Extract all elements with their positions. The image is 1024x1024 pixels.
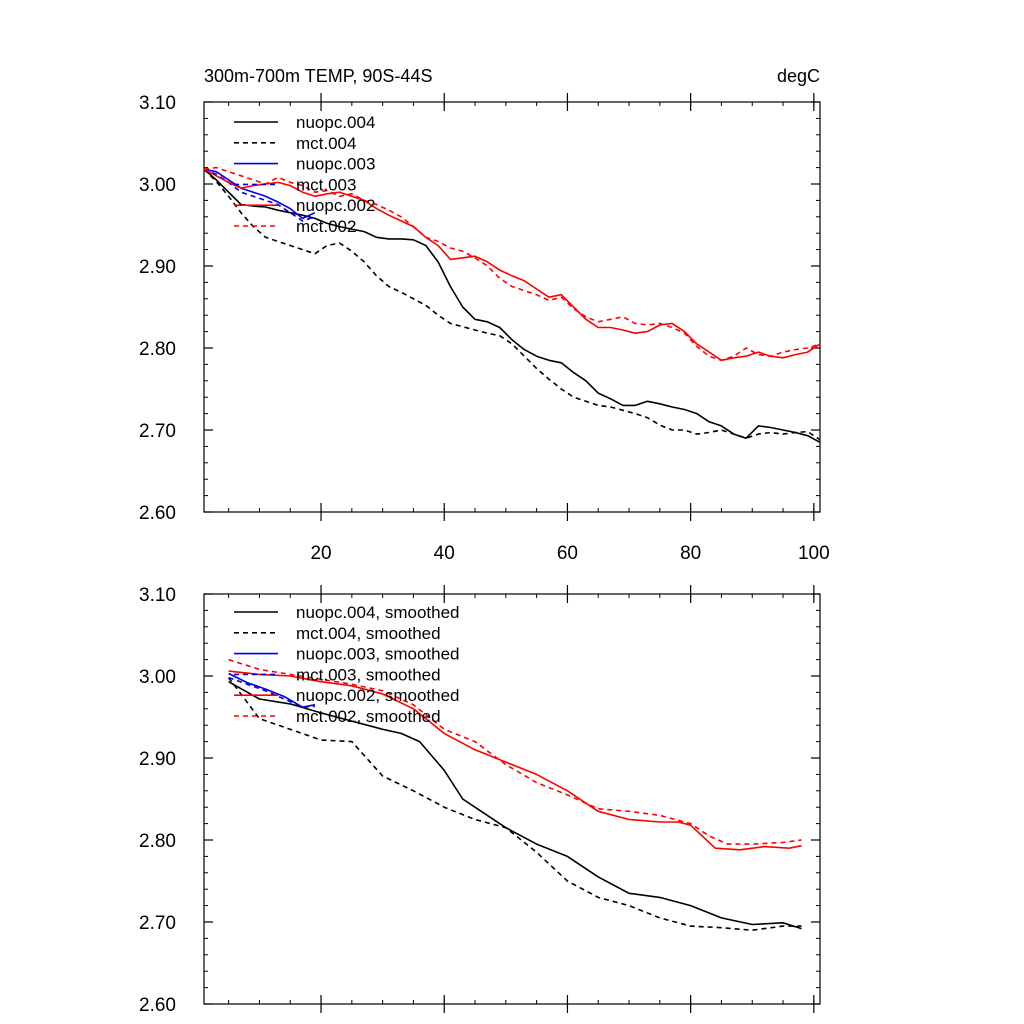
y-tick-label: 2.60 — [139, 995, 176, 1016]
legend-label: mct.004 — [296, 134, 356, 153]
legend-label: nuopc.004 — [296, 113, 375, 132]
legend-label: mct.003, smoothed — [296, 665, 441, 684]
legend-label: nuopc.002, smoothed — [296, 686, 460, 705]
y-tick-label: 3.00 — [139, 667, 176, 688]
series-line — [203, 168, 316, 220]
x-tick-label: 20 — [310, 543, 331, 564]
x-tick-label: 40 — [434, 543, 455, 564]
y-tick-label: 2.80 — [139, 339, 176, 360]
legend-label: nuopc.004, smoothed — [296, 603, 460, 622]
legend-label: nuopc.002 — [296, 196, 375, 215]
chart-units: degC — [777, 66, 820, 86]
bottom-panel: 2.60 2.70 2.80 2.90 3.00 3.10 nuopc.004, smoot… — [139, 585, 821, 1016]
y-tick-label: 2.70 — [139, 421, 176, 442]
legend-label: mct.003 — [296, 175, 356, 194]
y-tick-label: 2.90 — [139, 257, 176, 278]
legend-label: nuopc.003 — [296, 155, 375, 174]
legend-label: mct.002 — [296, 217, 356, 236]
x-tick-label: 100 — [798, 543, 830, 564]
chart-title: 300m-700m TEMP, 90S-44S — [204, 66, 432, 86]
y-tick-label: 3.10 — [139, 585, 176, 606]
y-tick-label: 2.60 — [139, 503, 176, 524]
y-tick-label: 3.00 — [139, 175, 176, 196]
legend-label: mct.002, smoothed — [296, 707, 441, 726]
series-line — [228, 658, 802, 845]
series-line — [228, 681, 802, 930]
legend-label: mct.004, smoothed — [296, 624, 441, 643]
y-tick-label: 3.10 — [139, 93, 176, 114]
plot-frame — [203, 101, 821, 513]
y-tick-label: 2.90 — [139, 749, 176, 770]
series-line — [228, 670, 802, 851]
x-tick-label: 80 — [680, 543, 701, 564]
legend-label: nuopc.003, smoothed — [296, 645, 460, 664]
top-panel: 2.60 2.70 2.80 2.90 3.00 3.10 20 40 60 80 100 nuopc… — [139, 93, 830, 564]
series-line — [203, 168, 821, 362]
series-line — [227, 677, 802, 932]
series-line — [203, 168, 821, 441]
y-tick-label: 2.70 — [139, 913, 176, 934]
x-tick-label: 60 — [557, 543, 578, 564]
plot-frame — [203, 593, 821, 1005]
series-line — [203, 166, 821, 362]
y-tick-label: 2.80 — [139, 831, 176, 852]
